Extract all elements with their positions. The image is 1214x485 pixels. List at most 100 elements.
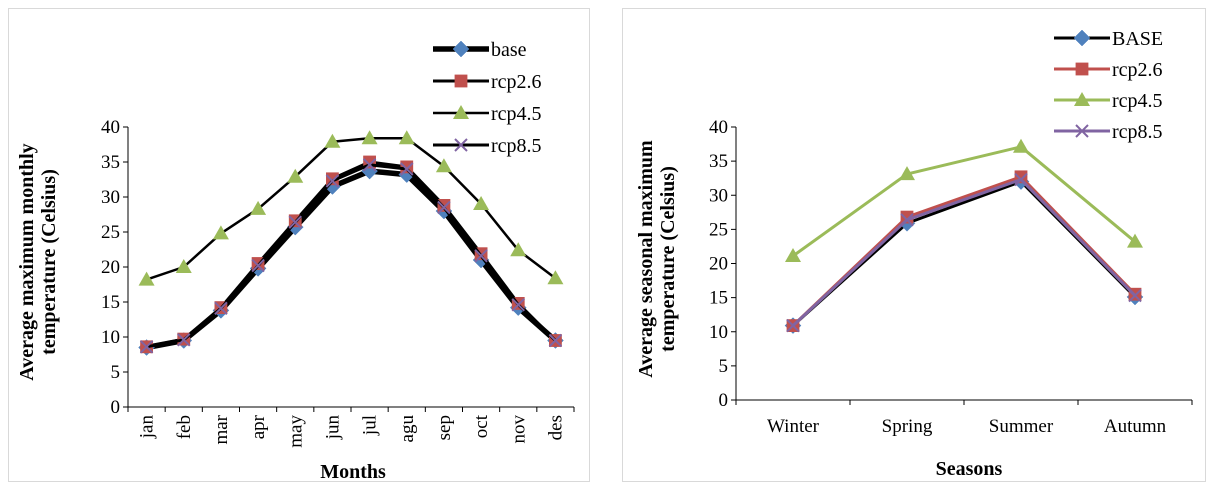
seasonal-point-rcp2-6-spring	[900, 210, 914, 224]
monthly-point-rcp8-5-feb	[177, 333, 191, 347]
monthly-point-rcp8-5-sep	[437, 200, 451, 215]
monthly-point-rcp4-5-jan	[138, 271, 155, 286]
monthly-y-tick-label: 0	[111, 397, 121, 418]
monthly-point-rcp8-5-des	[548, 333, 563, 348]
seasonal-point-rcp8-5-spring	[900, 213, 914, 227]
monthly-point-rcp4-5-jul	[361, 130, 378, 145]
seasonal-y-tick-label: 10	[709, 322, 728, 343]
seasonal-y-tick-label: 40	[709, 117, 728, 138]
monthly-point-rcp4-5-may	[287, 168, 304, 183]
monthly-point-rcp4-5-feb	[175, 259, 192, 273]
seasonal-y-tick-label: 25	[709, 219, 728, 240]
seasonal-y-tick-label: 0	[719, 390, 729, 411]
monthly-x-tick-label-apr: apr	[248, 414, 269, 439]
seasonal-legend-marker-rcp8-5	[1075, 124, 1089, 138]
seasonal-y-tick-label: 5	[719, 356, 729, 377]
seasonal-legend-marker-base	[1073, 29, 1091, 47]
seasonal-point-rcp8-5-summer	[1014, 172, 1028, 187]
monthly-legend-marker-rcp4-5	[453, 105, 469, 119]
monthly-y-tick-label: 30	[101, 187, 120, 208]
seasonal-y-axis-title-line-2: temperature (Celsius)	[657, 166, 679, 352]
seasonal-point-rcp4-5-winter	[785, 247, 801, 262]
monthly-x-tick-label-nov: nov	[508, 415, 529, 444]
seasonal-temperature-chart: 0 5 10 15 20 25 30 35 40 Winter Spring Summer Autumn…	[635, 28, 1193, 480]
seasonal-y-tick-label: 35	[709, 151, 728, 172]
monthly-y-tick-label: 40	[101, 117, 120, 138]
monthly-x-tick-label-feb: feb	[174, 415, 195, 439]
monthly-point-rcp8-5-mar	[214, 301, 228, 316]
monthly-legend-marker-rcp8-5	[454, 138, 468, 152]
seasonal-legend-label-rcp2-6: rcp2.6	[1112, 59, 1163, 81]
seasonal-legend-label-base: BASE	[1112, 28, 1163, 50]
monthly-x-tick-label-sep: sep	[434, 415, 455, 440]
monthly-point-rcp8-5-agu	[400, 162, 414, 176]
monthly-x-tick-label-jun: jun	[322, 415, 343, 441]
seasonal-y-tick-label: 30	[709, 185, 728, 206]
seasonal-legend-label-rcp8-5: rcp8.5	[1112, 121, 1163, 143]
monthly-x-tick-label-oct: oct	[471, 414, 492, 438]
monthly-legend-label-rcp4-5: rcp4.5	[491, 103, 542, 125]
monthly-x-tick-label-des: des	[545, 415, 566, 440]
monthly-x-tick-label-jan: jan	[137, 415, 158, 440]
monthly-point-rcp8-5-jun	[325, 174, 340, 188]
seasonal-point-rcp8-5-winter	[786, 318, 800, 333]
monthly-x-tick-label-mar: mar	[211, 414, 232, 444]
monthly-point-rcp8-5-oct	[474, 249, 488, 263]
monthly-point-rcp8-5-apr	[251, 258, 265, 273]
monthly-legend-label-rcp8-5: rcp8.5	[491, 135, 542, 157]
monthly-point-rcp4-5-jun	[324, 133, 341, 148]
seasonal-x-tick-label-summer: Summer	[989, 416, 1054, 437]
monthly-x-axis-title: Months	[320, 461, 386, 481]
monthly-point-rcp8-5-jul	[362, 158, 377, 172]
monthly-y-tick-label: 35	[101, 152, 120, 173]
monthly-y-tick-label: 15	[101, 292, 120, 313]
seasonal-y-tick-label: 20	[709, 254, 728, 275]
monthly-point-rcp4-5-apr	[250, 200, 267, 215]
monthly-legend-marker-base	[452, 40, 470, 58]
monthly-y-tick-label: 5	[111, 362, 121, 383]
seasonal-point-rcp8-5-autumn	[1128, 288, 1142, 303]
monthly-point-rcp8-5-nov	[511, 298, 525, 312]
seasonal-legend-marker-rcp4-5	[1074, 92, 1090, 106]
seasonal-legend-label-rcp4-5: rcp4.5	[1112, 90, 1163, 112]
monthly-series-line-rcp4-5	[146, 136, 557, 281]
monthly-series-line-rcp8-5	[146, 163, 557, 349]
monthly-legend-label-rcp2-6: rcp2.6	[491, 71, 542, 93]
monthly-y-axis-title-line-1: Average maximum monthly	[16, 143, 38, 380]
seasonal-legend-marker-rcp2-6	[1075, 62, 1089, 76]
seasonal-point-rcp4-5-autumn	[1127, 233, 1143, 248]
monthly-point-rcp4-5-sep	[435, 158, 452, 173]
monthly-y-axis-title-line-2: temperature (Celsius)	[38, 169, 60, 355]
seasonal-y-axis-title-line-1: Average seasonal maximum	[635, 140, 657, 378]
seasonal-point-rcp4-5-spring	[899, 166, 915, 181]
seasonal-temperature-chart-panel: 0 5 10 15 20 25 30 35 40 Winter Spring Summer Autumn…	[622, 8, 1206, 482]
monthly-legend-label-base: base	[491, 39, 527, 61]
monthly-legend-marker-rcp2-6	[454, 74, 468, 88]
monthly-point-rcp4-5-agu	[398, 130, 415, 145]
monthly-point-rcp4-5-nov	[510, 242, 527, 257]
monthly-point-rcp4-5-des	[547, 270, 564, 285]
monthly-point-rcp8-5-jan	[139, 340, 154, 354]
monthly-x-tick-label-agu: agu	[397, 415, 418, 443]
monthly-y-tick-label: 10	[101, 327, 120, 348]
seasonal-series-line-rcp8-5	[791, 178, 1137, 327]
monthly-y-tick-label: 20	[101, 257, 120, 278]
monthly-y-tick-label: 25	[101, 222, 120, 243]
monthly-point-rcp4-5-mar	[212, 225, 229, 240]
monthly-x-tick-label-may: may	[285, 415, 306, 448]
seasonal-x-tick-label-winter: Winter	[767, 416, 820, 437]
monthly-point-rcp2-6-jun	[326, 172, 339, 186]
monthly-temperature-chart-panel: 0 5 10 15 20 25 30 35 40 jan feb mar apr may jun jul agu…	[8, 8, 590, 482]
seasonal-y-tick-label: 15	[709, 288, 728, 309]
seasonal-x-axis-title: Seasons	[936, 458, 1003, 480]
seasonal-series-line-base	[791, 180, 1137, 327]
seasonal-x-tick-label-spring: Spring	[882, 416, 933, 437]
seasonal-series-line-rcp4-5	[792, 145, 1136, 258]
seasonal-x-tick-label-autumn: Autumn	[1104, 416, 1167, 437]
monthly-x-tick-label-jul: jul	[360, 415, 381, 436]
monthly-point-rcp4-5-oct	[473, 196, 490, 210]
seasonal-point-rcp4-5-summer	[1013, 138, 1029, 153]
monthly-point-rcp8-5-may	[288, 215, 302, 229]
monthly-temperature-chart: 0 5 10 15 20 25 30 35 40 jan feb mar apr may jun jul agu…	[16, 39, 575, 481]
monthly-point-rcp2-6-agu	[400, 160, 414, 174]
